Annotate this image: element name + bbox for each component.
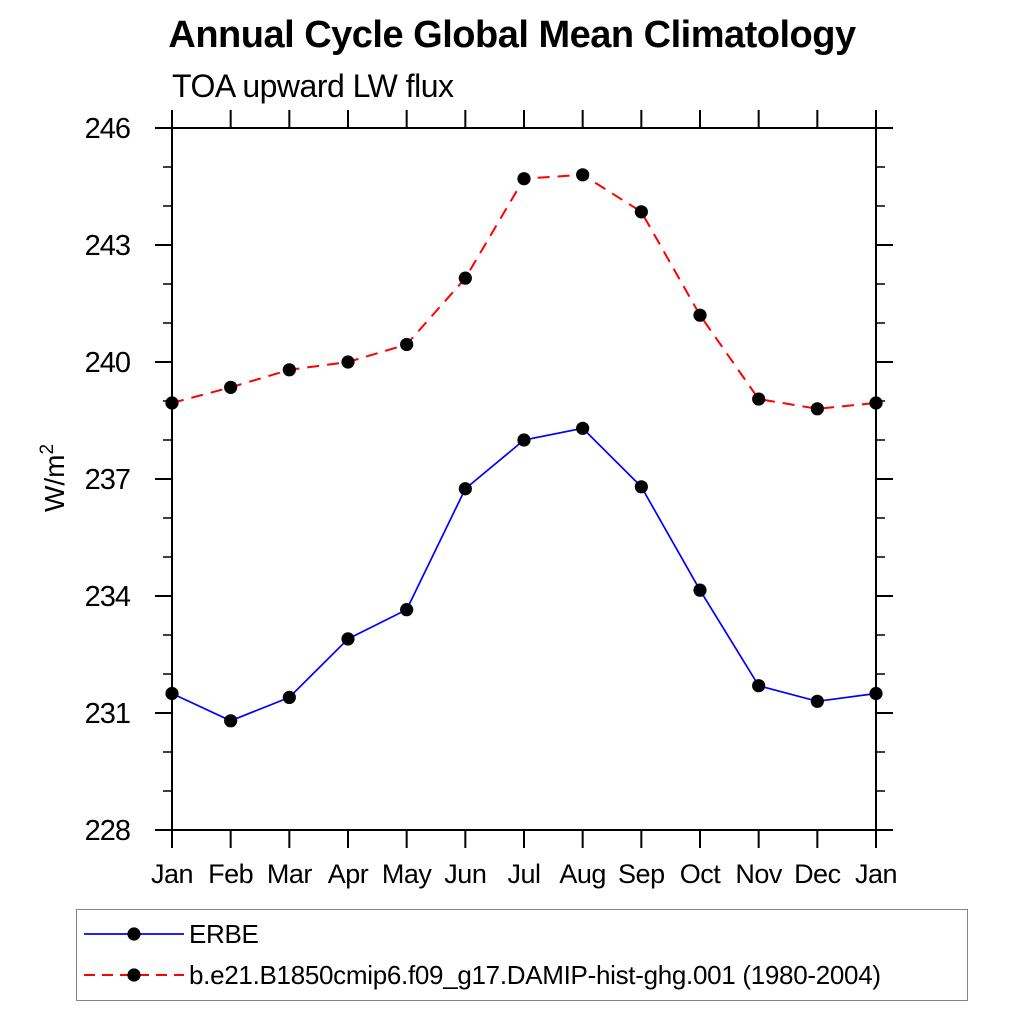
y-axis-tick-label: 231 <box>85 698 130 730</box>
y-axis-tick-label: 234 <box>85 581 131 613</box>
data-point-marker <box>224 714 238 728</box>
data-point-marker <box>458 271 472 285</box>
legend-line-sample-erbe <box>84 927 184 941</box>
x-axis-labels: Jan Feb Mar Apr May Jun Jul Aug Sep Oct Nov Dec Jan <box>151 859 898 889</box>
y-axis-tick-label: 237 <box>85 464 130 496</box>
data-point-marker <box>400 337 414 352</box>
series-line <box>171 173 877 410</box>
y-axis-labels: 228 231 234 237 240 243 246 <box>85 113 132 847</box>
legend-line-sample-model <box>84 968 184 982</box>
x-axis-tick-label: Sep <box>618 859 665 889</box>
data-point-marker <box>693 308 707 322</box>
x-axis-tick-label: Jul <box>507 859 540 889</box>
data-point-marker <box>165 686 179 701</box>
x-axis-tick-label: Dec <box>794 859 841 889</box>
data-point-marker <box>634 205 648 219</box>
x-axis-ticks <box>171 110 877 848</box>
legend-marker <box>127 927 141 941</box>
data-point-marker <box>752 392 766 406</box>
data-point-marker <box>869 396 883 410</box>
data-point-marker <box>341 355 355 369</box>
legend: ERBE b.e21.B1850cmip6.f09_g17.DAMIP-hist… <box>76 909 968 1001</box>
data-point-marker <box>869 686 883 701</box>
data-point-marker <box>810 694 824 708</box>
x-axis-tick-label: Jan <box>855 859 897 889</box>
data-point-marker <box>224 380 238 394</box>
x-axis-tick-label: Nov <box>735 859 783 889</box>
data-point-marker <box>810 402 824 416</box>
data-point-marker <box>282 363 296 377</box>
y-axis-title: W/m2 <box>37 444 70 512</box>
data-point-marker <box>752 679 766 693</box>
y-axis-tick-label: 228 <box>85 815 130 847</box>
x-axis-tick-label: Jun <box>444 859 486 889</box>
plot-frame <box>171 127 877 831</box>
series-erbe <box>165 421 883 728</box>
y-axis-tick-label: 246 <box>85 113 130 145</box>
data-point-marker <box>517 433 531 447</box>
x-axis-tick-label: May <box>382 859 433 889</box>
y-axis-tick-label: 240 <box>85 347 130 379</box>
data-point-marker <box>165 396 179 410</box>
chart-subtitle: TOA upward LW flux <box>172 68 454 104</box>
data-point-marker <box>400 603 414 617</box>
legend-marker <box>127 968 141 982</box>
y-axis-tick-label: 243 <box>85 230 130 262</box>
x-axis-tick-label: Aug <box>559 859 606 889</box>
data-point-marker <box>693 583 707 597</box>
series-model <box>165 168 883 416</box>
data-point-marker <box>576 421 590 435</box>
x-axis-tick-label: Feb <box>208 859 253 889</box>
data-point-marker <box>576 168 590 182</box>
x-axis-tick-label: Oct <box>680 859 722 889</box>
data-point-marker <box>634 480 648 494</box>
legend-label-model: b.e21.B1850cmip6.f09_g17.DAMIP-hist-ghg.… <box>189 959 881 990</box>
legend-item-erbe: ERBE <box>77 917 259 951</box>
legend-label-erbe: ERBE <box>189 918 259 949</box>
chart-title: Annual Cycle Global Mean Climatology <box>168 14 856 56</box>
legend-item-model: b.e21.B1850cmip6.f09_g17.DAMIP-hist-ghg.… <box>77 958 881 992</box>
data-point-marker <box>341 632 355 646</box>
data-point-marker <box>517 172 531 186</box>
data-point-marker <box>282 690 296 705</box>
x-axis-tick-label: Mar <box>267 859 313 889</box>
series-line <box>171 427 877 722</box>
x-axis-tick-label: Apr <box>328 859 369 889</box>
y-axis-ticks <box>155 127 893 831</box>
data-point-marker <box>458 482 472 496</box>
x-axis-tick-label: Jan <box>151 859 193 889</box>
